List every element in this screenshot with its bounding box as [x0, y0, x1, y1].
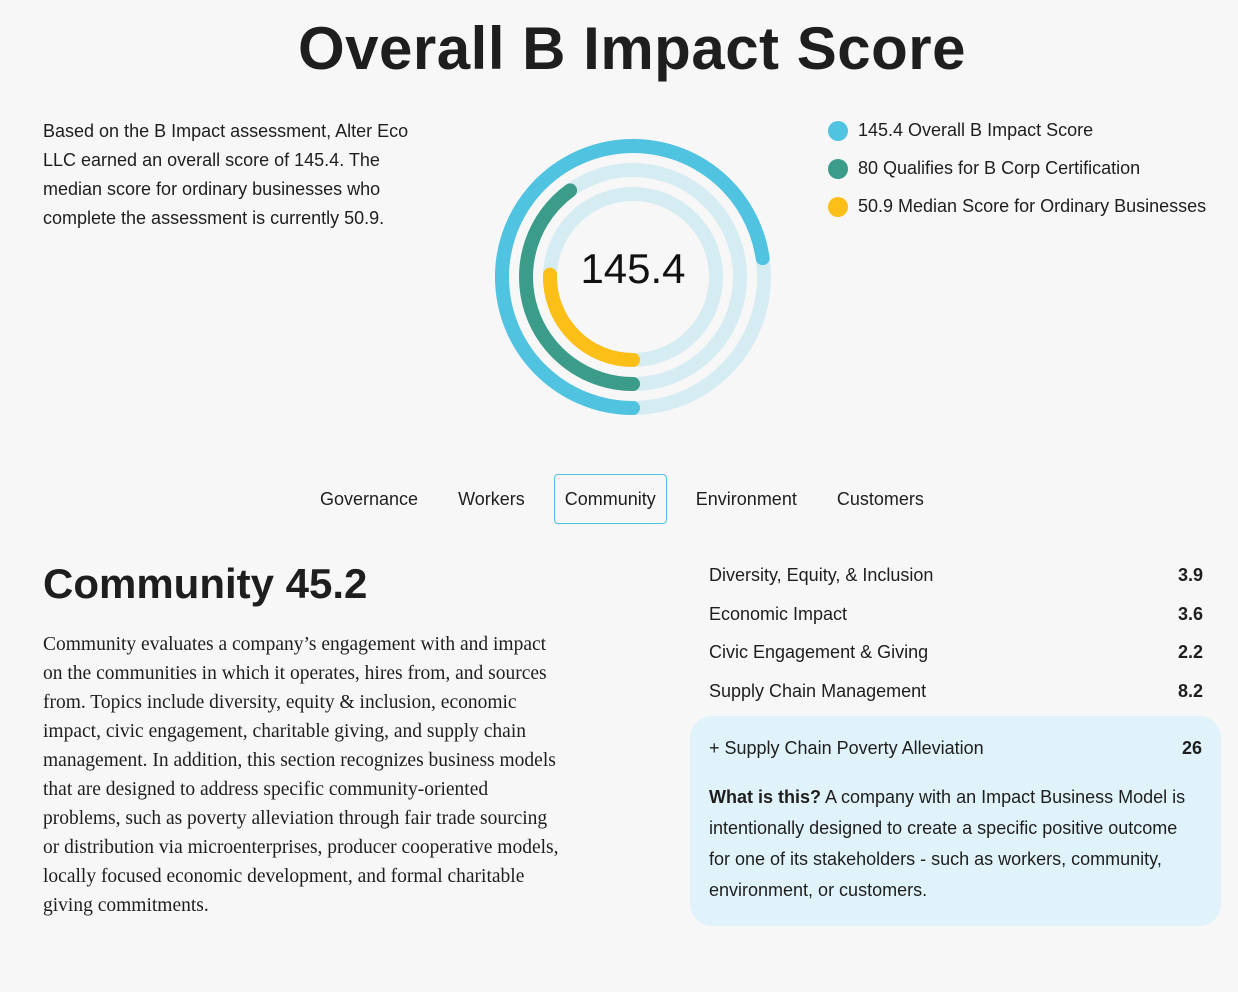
gauge-arc-certification	[519, 183, 640, 391]
score-value: 3.6	[1177, 603, 1203, 624]
callout-header: + Supply Chain Poverty Alleviation 26	[709, 734, 1202, 762]
callout-question: What is this?	[709, 787, 821, 807]
section-description: Community evaluates a company’s engageme…	[43, 634, 559, 916]
score-label: Supply Chain Management	[709, 680, 927, 701]
callout-body: What is this? A company with an Impact B…	[709, 782, 1202, 906]
gauge-arc-overall	[495, 139, 770, 415]
gauge-legend: 145.4 Overall B Impact Score 80 Qualifie…	[828, 116, 1208, 230]
category-tabs: Governance Workers Community Environment…	[300, 474, 944, 524]
tab-workers[interactable]: Workers	[458, 489, 525, 509]
tab-environment[interactable]: Environment	[695, 489, 797, 509]
legend-item-certification: 80 Qualifies for B Corp Certification	[828, 154, 1208, 183]
impact-business-model-callout: + Supply Chain Poverty Alleviation 26 Wh…	[690, 716, 1221, 926]
gauge-arc-median	[543, 267, 640, 367]
score-row: Civic Engagement & Giving 2.2	[709, 637, 1203, 676]
section-title: Community 45.2	[43, 560, 368, 607]
score-row: Supply Chain Management 8.2	[709, 676, 1203, 715]
legend-dot-icon	[828, 121, 848, 141]
legend-item-median: 50.9 Median Score for Ordinary Businesse…	[828, 192, 1208, 221]
tab-community[interactable]: Community	[553, 474, 667, 524]
score-label: Civic Engagement & Giving	[709, 642, 929, 662]
legend-label: 50.9 Median Score for Ordinary Businesse…	[858, 196, 1207, 216]
score-gauge	[495, 139, 771, 415]
legend-dot-icon	[828, 159, 848, 179]
score-row: Economic Impact 3.6	[709, 599, 1203, 638]
page-title: Overall B Impact Score	[298, 15, 966, 82]
score-value: 2.2	[1177, 642, 1203, 662]
legend-label: 80 Qualifies for B Corp Certification	[858, 158, 1141, 178]
score-row: Diversity, Equity, & Inclusion 3.9	[709, 560, 1203, 599]
score-label: Economic Impact	[709, 603, 848, 624]
intro-text: Based on the B Impact assessment, Alter …	[43, 121, 409, 228]
callout-explanation: A company with an Impact Business Model …	[709, 787, 1186, 900]
score-value: 8.2	[1177, 680, 1203, 701]
callout-label: + Supply Chain Poverty Alleviation	[709, 738, 984, 758]
gauge-center-value: 145.4	[580, 245, 686, 292]
legend-item-overall: 145.4 Overall B Impact Score	[828, 116, 1208, 145]
score-value: 3.9	[1177, 565, 1203, 585]
tab-governance[interactable]: Governance	[320, 489, 419, 509]
score-label: Diversity, Equity, & Inclusion	[709, 565, 934, 585]
legend-label: 145.4 Overall B Impact Score	[858, 120, 1094, 140]
score-list: Diversity, Equity, & Inclusion 3.9 Econo…	[709, 560, 1203, 714]
callout-value: 26	[1181, 738, 1202, 758]
tab-customers[interactable]: Customers	[836, 489, 924, 509]
legend-dot-icon	[828, 197, 848, 217]
